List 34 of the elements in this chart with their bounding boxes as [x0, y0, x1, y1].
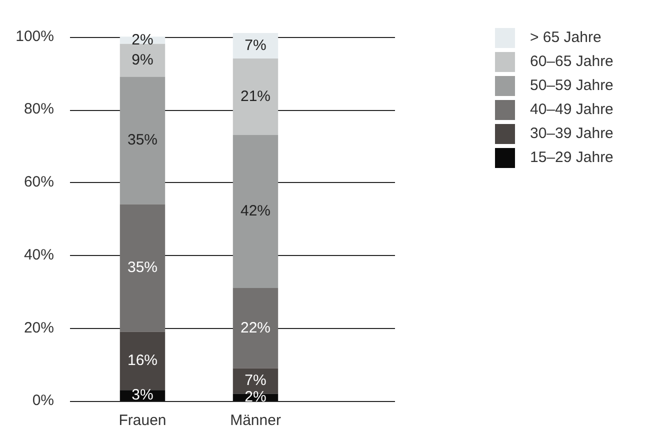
y-tick-label: 40% — [24, 246, 54, 264]
data-label: 7% — [244, 372, 266, 390]
bar — [232, 135, 278, 288]
y-tick-label: 80% — [24, 100, 54, 118]
bar — [120, 44, 166, 77]
data-label: 35% — [127, 259, 158, 276]
bar — [232, 288, 278, 368]
y-tick-label: 100% — [16, 28, 54, 45]
data-label: 2% — [132, 31, 154, 48]
data-label: 22% — [240, 319, 271, 336]
bar — [120, 76, 166, 204]
legend-label: > 65 Jahre — [530, 29, 602, 46]
data-label: 9% — [132, 51, 154, 68]
legend-label: 50–59 Jahre — [530, 77, 614, 94]
y-tick-label: 60% — [24, 174, 54, 191]
legend-label: 30–39 Jahre — [530, 125, 614, 142]
bar — [120, 204, 166, 332]
legend-label: 40–49 Jahre — [530, 101, 614, 118]
data-label: 42% — [240, 202, 271, 220]
data-label: 7% — [244, 36, 266, 54]
data-label: 2% — [244, 388, 266, 406]
data-label: 16% — [127, 352, 158, 370]
legend-label: 15–29 Jahre — [530, 149, 614, 166]
bar — [120, 332, 166, 390]
data-label: 35% — [127, 132, 158, 149]
y-tick-label: 0% — [32, 392, 54, 410]
bar — [232, 58, 278, 136]
data-label: 21% — [240, 88, 271, 105]
data-label: 3% — [132, 386, 154, 404]
bar — [232, 33, 278, 59]
legend-label: 60–65 Jahre — [530, 53, 614, 70]
x-tick-label: Männer — [230, 412, 281, 430]
x-tick-label: Frauen — [118, 412, 166, 430]
y-tick-label: 20% — [24, 319, 54, 336]
